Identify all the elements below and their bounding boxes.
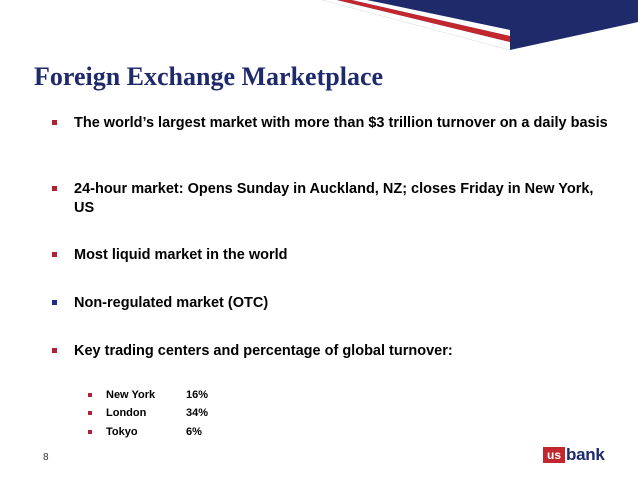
bullet-text: Most liquid market in the world <box>74 247 288 263</box>
bullet-item: 24-hour market: Opens Sunday in Auckland… <box>52 180 612 218</box>
bullet-text: 24-hour market: Opens Sunday in Auckland… <box>74 181 594 216</box>
bullet-marker <box>52 186 57 191</box>
bullet-item: Key trading centers and percentage of gl… <box>52 342 612 361</box>
bullet-item: The world’s largest market with more tha… <box>52 114 612 133</box>
bullet-marker <box>52 300 57 305</box>
trading-center-city: Tokyo <box>106 426 138 438</box>
trading-center-share: 34% <box>186 407 209 419</box>
page-number: 8 <box>43 452 49 463</box>
sub-bullet-marker <box>88 430 92 434</box>
bullet-marker <box>52 348 57 353</box>
bullet-text: The world’s largest market with more tha… <box>74 115 608 131</box>
usbank-logo: us bank <box>543 445 615 466</box>
trading-center-share: 6% <box>186 426 202 438</box>
bullet-item: Non-regulated market (OTC) <box>52 294 612 313</box>
bullet-marker <box>52 252 57 257</box>
bullet-text: Key trading centers and percentage of gl… <box>74 343 453 359</box>
trading-center-share: 16% <box>186 389 209 401</box>
sub-bullet-marker <box>88 393 92 397</box>
slide-title: Foreign Exchange Marketplace <box>34 62 384 91</box>
bullet-text: Non-regulated market (OTC) <box>74 295 269 311</box>
bullet-marker <box>52 120 57 125</box>
bullet-item: Most liquid market in the world <box>52 246 612 265</box>
sub-bullet-marker <box>88 411 92 415</box>
trading-center-city: New York <box>106 389 156 401</box>
trading-center-city: London <box>106 407 147 419</box>
logo-bank: bank <box>566 445 605 464</box>
header-chevron-decoration <box>322 0 638 50</box>
logo-us: us <box>543 447 565 463</box>
